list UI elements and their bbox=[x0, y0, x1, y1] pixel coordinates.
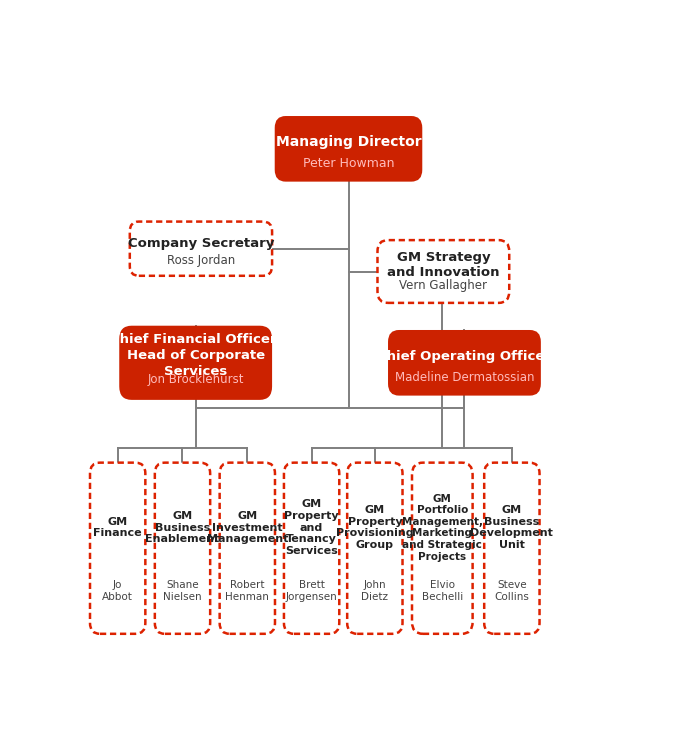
Text: Robert
Henman: Robert Henman bbox=[225, 580, 269, 602]
FancyBboxPatch shape bbox=[275, 116, 422, 182]
Text: GM Strategy
and Innovation: GM Strategy and Innovation bbox=[387, 251, 500, 279]
FancyBboxPatch shape bbox=[155, 462, 210, 634]
FancyBboxPatch shape bbox=[284, 462, 339, 634]
Text: Jon Brocklehurst: Jon Brocklehurst bbox=[148, 373, 244, 385]
Text: Shane
Nielsen: Shane Nielsen bbox=[163, 580, 202, 602]
Text: GM
Business
Development
Unit: GM Business Development Unit bbox=[471, 505, 554, 550]
FancyBboxPatch shape bbox=[119, 326, 272, 400]
Text: Chief Financial Officer/
Head of Corporate
Services: Chief Financial Officer/ Head of Corpora… bbox=[110, 333, 282, 378]
FancyBboxPatch shape bbox=[347, 462, 403, 634]
FancyBboxPatch shape bbox=[484, 462, 539, 634]
Text: Madeline Dermatossian: Madeline Dermatossian bbox=[394, 370, 534, 384]
Text: Company Secretary: Company Secretary bbox=[128, 237, 274, 250]
Text: GM
Property
and
Tenancy
Services: GM Property and Tenancy Services bbox=[284, 499, 339, 556]
FancyBboxPatch shape bbox=[388, 330, 541, 396]
Text: Brett
Jorgensen: Brett Jorgensen bbox=[286, 580, 337, 602]
Text: GM
Finance: GM Finance bbox=[93, 517, 142, 539]
FancyBboxPatch shape bbox=[377, 240, 509, 303]
Text: Chief Operating Officer: Chief Operating Officer bbox=[377, 350, 551, 363]
FancyBboxPatch shape bbox=[130, 222, 272, 276]
Text: Elvio
Bechelli: Elvio Bechelli bbox=[422, 580, 463, 602]
Text: Jo
Abbot: Jo Abbot bbox=[102, 580, 133, 602]
Text: Ross Jordan: Ross Jordan bbox=[167, 254, 235, 267]
Text: Vern Gallagher: Vern Gallagher bbox=[399, 279, 488, 292]
Text: Peter Howman: Peter Howman bbox=[303, 157, 394, 170]
Text: GM
Business
Enablement: GM Business Enablement bbox=[146, 511, 220, 545]
Text: Managing Director: Managing Director bbox=[275, 136, 422, 149]
FancyBboxPatch shape bbox=[412, 462, 473, 634]
FancyBboxPatch shape bbox=[220, 462, 275, 634]
Text: Steve
Collins: Steve Collins bbox=[494, 580, 529, 602]
Text: GM
Property
Provisioning
Group: GM Property Provisioning Group bbox=[336, 505, 413, 550]
Text: John
Dietz: John Dietz bbox=[361, 580, 388, 602]
Text: GM
Investment
Management: GM Investment Management bbox=[207, 511, 288, 545]
Text: GM
Portfolio
Management,
Marketing
and Strategic
Projects: GM Portfolio Management, Marketing and S… bbox=[402, 494, 483, 562]
FancyBboxPatch shape bbox=[90, 462, 146, 634]
